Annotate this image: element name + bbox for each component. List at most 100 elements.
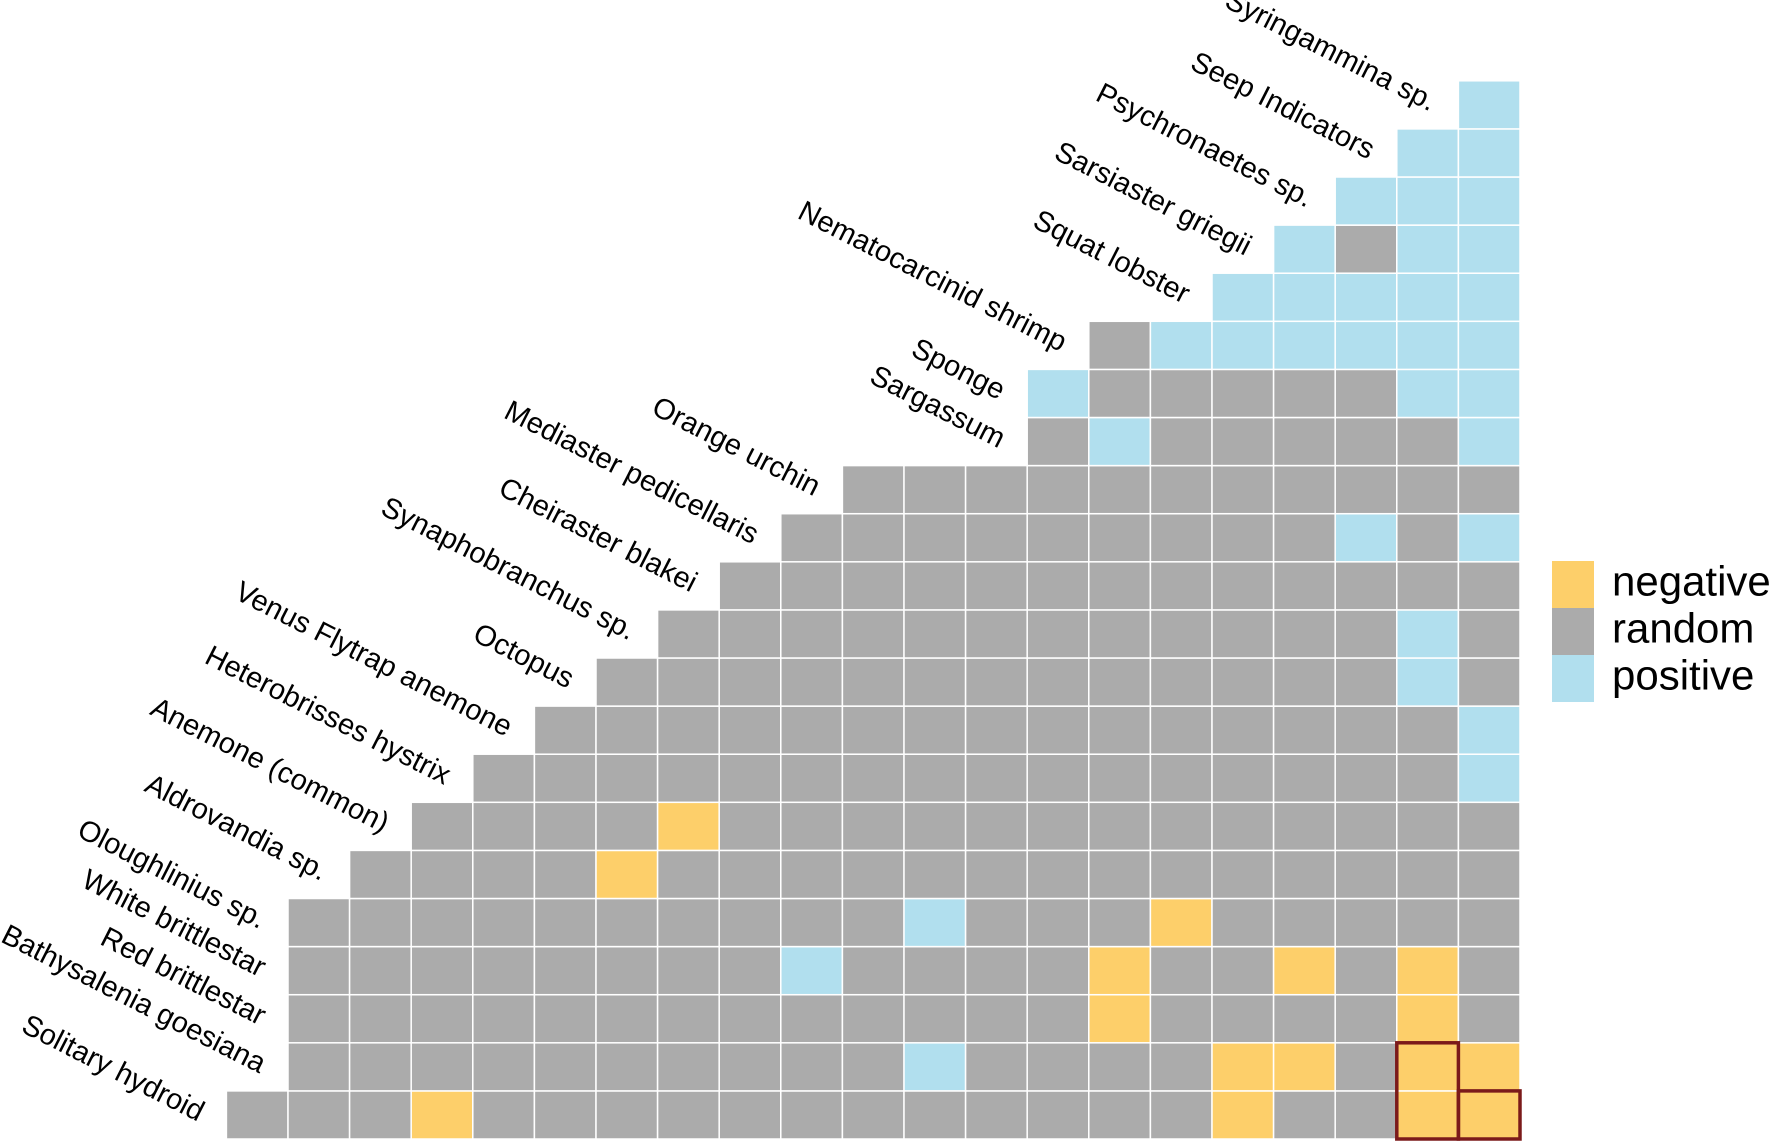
legend-label-positive: positive xyxy=(1612,652,1754,699)
heatmap-cell xyxy=(287,1042,351,1092)
heatmap-cell xyxy=(1272,561,1336,611)
heatmap-cell xyxy=(656,801,720,852)
heatmap-cell xyxy=(964,945,1028,996)
heatmap-cell xyxy=(472,1090,536,1140)
heatmap-cell xyxy=(841,753,905,804)
heatmap-cell xyxy=(718,657,782,707)
heatmap-cell xyxy=(1088,368,1152,419)
heatmap-cell xyxy=(348,897,412,948)
heatmap-cell xyxy=(841,1090,905,1140)
heatmap-cell xyxy=(841,512,905,563)
heatmap-cell xyxy=(1334,368,1398,419)
heatmap-cell xyxy=(718,561,782,611)
heatmap-cell xyxy=(1334,849,1398,900)
heatmap-cell xyxy=(841,705,905,755)
heatmap-cell xyxy=(533,897,597,948)
heatmap-cell xyxy=(1211,512,1275,563)
heatmap-cell xyxy=(533,705,597,755)
heatmap-cell xyxy=(1334,801,1398,852)
heatmap-cell xyxy=(964,464,1028,515)
heatmap-cell xyxy=(780,561,844,611)
heatmap-cell xyxy=(1088,657,1152,707)
heatmap-cell xyxy=(903,801,967,852)
heatmap-cell xyxy=(1272,609,1336,659)
heatmap-cell xyxy=(964,801,1028,852)
heatmap-cell xyxy=(1272,993,1336,1044)
heatmap-cell xyxy=(1334,176,1398,226)
species-label: Octopus xyxy=(468,618,579,696)
heatmap-cell xyxy=(1396,753,1460,804)
heatmap-cell xyxy=(1457,705,1521,755)
heatmap-cell xyxy=(1334,272,1398,323)
heatmap-cell xyxy=(780,1090,844,1140)
heatmap-cell xyxy=(1088,1042,1152,1092)
heatmap-cell xyxy=(780,753,844,804)
heatmap-cell xyxy=(1457,801,1521,852)
heatmap-cell xyxy=(903,609,967,659)
heatmap-cell xyxy=(1334,1042,1398,1092)
heatmap-cell xyxy=(1272,897,1336,948)
heatmap-cell xyxy=(964,657,1028,707)
heatmap-cell xyxy=(1334,657,1398,707)
species-label: Mediaster pedicellaris xyxy=(499,395,763,551)
heatmap-cell xyxy=(1396,1042,1460,1092)
heatmap-cell xyxy=(1396,705,1460,755)
heatmap-cell xyxy=(1396,128,1460,178)
legend-swatch-random xyxy=(1552,608,1594,655)
heatmap-cell xyxy=(1026,1042,1090,1092)
heatmap-cell xyxy=(1457,897,1521,948)
heatmap-cell xyxy=(1272,368,1336,419)
heatmap-cell xyxy=(533,801,597,852)
heatmap-cell xyxy=(903,1090,967,1140)
heatmap-cell xyxy=(472,897,536,948)
heatmap-cell xyxy=(903,561,967,611)
heatmap-cell xyxy=(1396,416,1460,467)
heatmap-cell xyxy=(656,849,720,900)
heatmap-cell xyxy=(595,753,659,804)
heatmap-cell xyxy=(1457,368,1521,419)
heatmap-cell xyxy=(1026,1090,1090,1140)
heatmap-cell xyxy=(1272,1090,1336,1140)
heatmap-cell xyxy=(1396,561,1460,611)
heatmap-cell xyxy=(964,609,1028,659)
heatmap-cell xyxy=(1457,176,1521,226)
heatmap-cell xyxy=(718,897,782,948)
heatmap-cell xyxy=(1396,368,1460,419)
heatmap-cell xyxy=(718,753,782,804)
heatmap-cell xyxy=(1396,176,1460,226)
heatmap-cell xyxy=(1457,993,1521,1044)
heatmap-cell xyxy=(1149,801,1213,852)
heatmap-cell xyxy=(1088,512,1152,563)
heatmap-cell xyxy=(964,753,1028,804)
heatmap-cell xyxy=(780,993,844,1044)
heatmap-cell xyxy=(903,657,967,707)
heatmap-cell xyxy=(1272,705,1336,755)
heatmap-cell xyxy=(1211,368,1275,419)
heatmap-cell xyxy=(472,993,536,1044)
heatmap-cell xyxy=(533,1042,597,1092)
heatmap-cell xyxy=(533,849,597,900)
heatmap-cell xyxy=(1149,368,1213,419)
heatmap-cell xyxy=(410,801,474,852)
heatmap-cell xyxy=(1149,561,1213,611)
heatmap-cell xyxy=(1396,657,1460,707)
heatmap-cell xyxy=(595,657,659,707)
heatmap-cell xyxy=(287,945,351,996)
heatmap-cell xyxy=(1272,416,1336,467)
heatmap-cell xyxy=(841,897,905,948)
heatmap-cell xyxy=(1396,272,1460,323)
heatmap-cell xyxy=(1149,993,1213,1044)
heatmap-cell xyxy=(595,1090,659,1140)
heatmap-cell xyxy=(1457,80,1521,130)
heatmap-cell xyxy=(225,1090,289,1140)
heatmap-cell xyxy=(1272,224,1336,274)
heatmap-cell xyxy=(1149,609,1213,659)
heatmap-cell xyxy=(841,657,905,707)
species-label: Heterobrisses hystrix xyxy=(200,640,456,792)
heatmap-cell xyxy=(1088,993,1152,1044)
heatmap-cell xyxy=(841,993,905,1044)
heatmap-cell xyxy=(1211,705,1275,755)
heatmap-cell xyxy=(1457,416,1521,467)
heatmap-cell xyxy=(1396,993,1460,1044)
